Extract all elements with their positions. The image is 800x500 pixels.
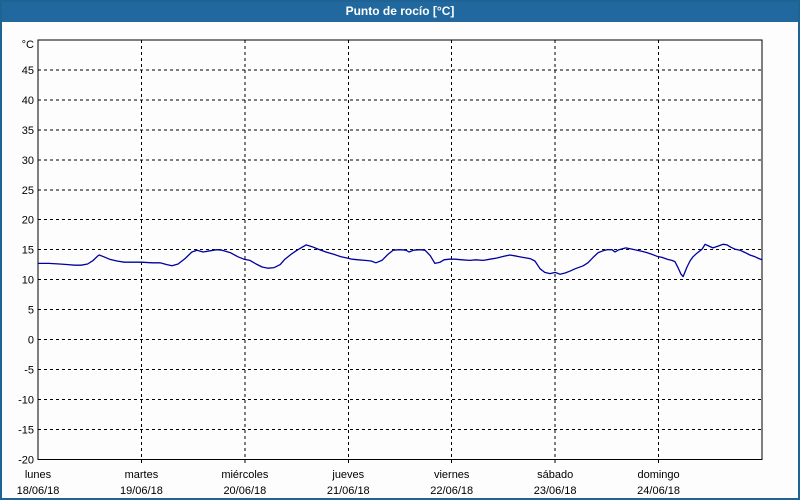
x-date-label: 22/06/18 <box>430 485 473 497</box>
y-tick-label: 45 <box>22 65 34 77</box>
y-tick-label: 25 <box>22 185 34 197</box>
plot-border <box>37 39 763 460</box>
x-date-label: 21/06/18 <box>327 485 370 497</box>
y-tick-label: 10 <box>22 275 34 287</box>
x-date-label: 20/06/18 <box>223 485 266 497</box>
y-tick-label: -10 <box>18 394 34 406</box>
y-tick-label: 15 <box>22 245 34 257</box>
x-date-label: 19/06/18 <box>120 485 163 497</box>
x-day-label: martes <box>125 469 159 481</box>
y-tick-label: 30 <box>22 155 34 167</box>
x-date-label: 23/06/18 <box>534 485 577 497</box>
y-tick-label: 5 <box>28 305 34 317</box>
x-day-label: lunes <box>25 469 52 481</box>
dewpoint-line <box>37 243 763 278</box>
chart-title-bar: Punto de rocío [°C] <box>0 0 800 22</box>
y-tick-label: -20 <box>18 454 34 466</box>
y-tick-label: 35 <box>22 125 34 137</box>
y-tick-label: -5 <box>24 364 34 376</box>
x-date-label: 24/06/18 <box>637 485 680 497</box>
x-day-label: viernes <box>434 469 470 481</box>
y-axis-unit-label: °C <box>22 39 34 51</box>
x-date-label: 18/06/18 <box>17 485 60 497</box>
y-tick-label: 0 <box>28 335 34 347</box>
x-day-label: sábado <box>537 469 573 481</box>
chart-title: Punto de rocío [°C] <box>345 4 455 18</box>
y-tick-label: 40 <box>22 95 34 107</box>
x-day-label: domingo <box>637 469 679 481</box>
y-tick-label: -15 <box>18 424 34 436</box>
x-day-label: jueves <box>331 469 364 481</box>
x-day-label: miércoles <box>221 469 269 481</box>
y-tick-label: 20 <box>22 215 34 227</box>
